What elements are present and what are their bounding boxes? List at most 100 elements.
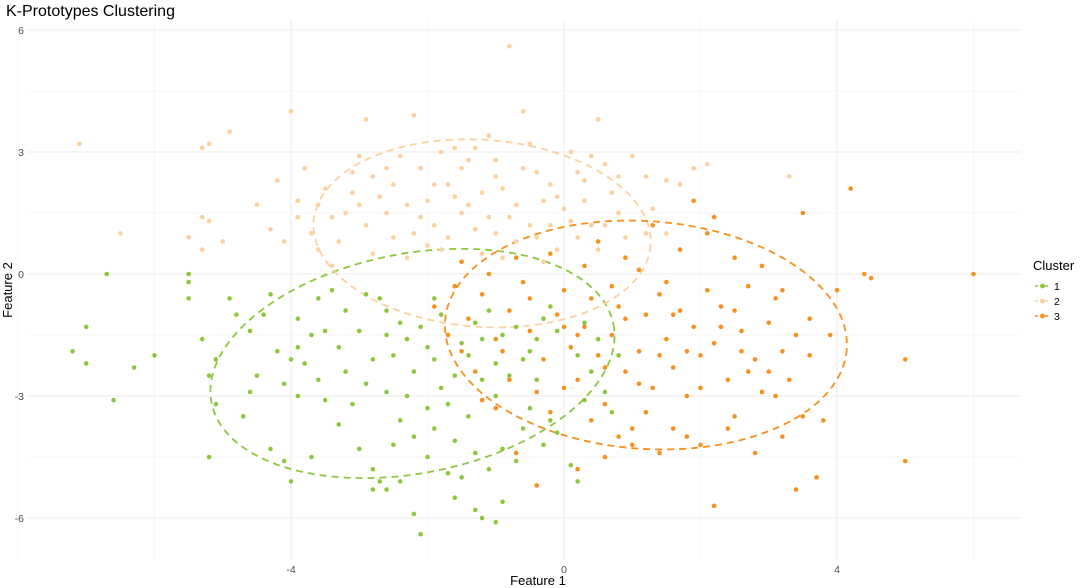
data-point-cluster-2 bbox=[363, 117, 369, 122]
data-point-cluster-2 bbox=[534, 235, 539, 240]
data-point-cluster-3 bbox=[773, 296, 778, 301]
data-point-cluster-3 bbox=[548, 409, 553, 415]
data-point-cluster-3 bbox=[643, 409, 649, 415]
data-point-cluster-2 bbox=[472, 145, 478, 151]
data-point-cluster-3 bbox=[534, 389, 539, 395]
y-tick-label: 6 bbox=[18, 25, 24, 37]
data-point-cluster-3 bbox=[780, 287, 785, 293]
data-point-cluster-3 bbox=[834, 287, 840, 293]
data-point-cluster-3 bbox=[800, 210, 806, 216]
data-point-cluster-3 bbox=[670, 426, 676, 431]
data-point-cluster-2 bbox=[199, 247, 205, 252]
data-point-cluster-1 bbox=[425, 344, 430, 350]
data-point-cluster-1 bbox=[268, 446, 273, 452]
data-point-cluster-2 bbox=[418, 214, 423, 220]
data-point-cluster-2 bbox=[295, 214, 301, 220]
data-point-cluster-3 bbox=[561, 385, 567, 391]
data-point-cluster-3 bbox=[739, 328, 744, 334]
data-point-cluster-1 bbox=[445, 401, 451, 407]
data-point-cluster-2 bbox=[595, 117, 601, 122]
data-point-cluster-3 bbox=[786, 377, 792, 383]
data-point-cluster-3 bbox=[752, 357, 758, 362]
data-point-cluster-1 bbox=[391, 442, 396, 448]
data-point-cluster-3 bbox=[868, 275, 874, 281]
data-point-cluster-1 bbox=[370, 357, 376, 362]
legend: Cluster 1 2 3 bbox=[1033, 258, 1075, 323]
data-point-cluster-3 bbox=[479, 397, 485, 403]
data-point-cluster-3 bbox=[711, 340, 717, 346]
data-point-cluster-3 bbox=[711, 503, 717, 509]
data-point-cluster-3 bbox=[657, 450, 662, 456]
data-point-cluster-1 bbox=[513, 324, 519, 330]
data-point-cluster-3 bbox=[507, 308, 512, 313]
data-point-cluster-3 bbox=[971, 271, 976, 277]
data-point-cluster-1 bbox=[377, 479, 383, 484]
ellipse-cluster-1 bbox=[209, 247, 616, 480]
data-point-cluster-2 bbox=[356, 202, 362, 208]
data-point-cluster-2 bbox=[466, 202, 471, 208]
data-point-cluster-3 bbox=[561, 287, 567, 293]
axis-ticks: -4 0 4 -6 -3 0 3 6 bbox=[15, 25, 840, 576]
data-point-cluster-1 bbox=[213, 357, 219, 362]
data-point-cluster-3 bbox=[780, 348, 785, 354]
data-point-cluster-2 bbox=[554, 247, 560, 252]
data-point-cluster-1 bbox=[356, 328, 362, 334]
data-point-cluster-1 bbox=[493, 361, 499, 366]
data-point-cluster-3 bbox=[807, 316, 812, 322]
data-point-cluster-1 bbox=[589, 369, 594, 374]
data-point-cluster-3 bbox=[793, 332, 799, 338]
data-point-cluster-2 bbox=[643, 174, 649, 179]
data-point-cluster-2 bbox=[445, 235, 451, 240]
data-point-cluster-3 bbox=[902, 357, 908, 362]
y-tick-label: -6 bbox=[15, 513, 24, 525]
x-tick-label: 4 bbox=[834, 564, 840, 576]
data-point-cluster-1 bbox=[609, 409, 615, 415]
data-point-cluster-2 bbox=[616, 174, 621, 179]
data-point-cluster-1 bbox=[384, 389, 389, 395]
data-point-cluster-3 bbox=[629, 426, 635, 431]
data-point-cluster-2 bbox=[500, 255, 505, 261]
legend-label: 2 bbox=[1054, 296, 1060, 308]
data-point-cluster-2 bbox=[561, 206, 567, 212]
data-point-cluster-2 bbox=[527, 141, 533, 147]
data-point-cluster-2 bbox=[575, 235, 580, 240]
data-point-cluster-3 bbox=[793, 487, 799, 492]
data-point-cluster-3 bbox=[902, 458, 908, 464]
data-point-cluster-3 bbox=[609, 283, 615, 289]
data-point-cluster-3 bbox=[773, 393, 778, 399]
data-point-cluster-3 bbox=[595, 239, 601, 244]
data-point-cluster-2 bbox=[118, 231, 123, 236]
data-point-cluster-1 bbox=[411, 511, 417, 517]
data-point-cluster-2 bbox=[568, 149, 574, 155]
data-point-cluster-1 bbox=[247, 328, 253, 334]
x-tick-label: 0 bbox=[561, 564, 567, 576]
data-point-cluster-3 bbox=[452, 283, 458, 289]
data-point-cluster-3 bbox=[629, 442, 635, 448]
data-point-cluster-1 bbox=[281, 381, 287, 387]
data-point-cluster-2 bbox=[343, 210, 348, 216]
data-point-cluster-2 bbox=[705, 161, 710, 167]
data-point-cluster-3 bbox=[739, 348, 744, 354]
data-point-cluster-2 bbox=[548, 182, 553, 187]
data-point-cluster-1 bbox=[438, 385, 444, 391]
data-point-cluster-3 bbox=[807, 353, 812, 358]
data-point-cluster-2 bbox=[500, 186, 505, 191]
data-point-cluster-2 bbox=[404, 202, 410, 208]
data-point-cluster-3 bbox=[759, 389, 765, 395]
data-point-cluster-1 bbox=[459, 475, 464, 480]
data-point-cluster-1 bbox=[438, 312, 444, 317]
data-point-cluster-1 bbox=[152, 353, 157, 358]
data-point-cluster-1 bbox=[425, 405, 430, 411]
data-point-cluster-3 bbox=[513, 255, 519, 261]
data-point-cluster-3 bbox=[705, 231, 710, 236]
data-point-cluster-1 bbox=[548, 418, 553, 423]
data-point-cluster-2 bbox=[507, 214, 512, 220]
legend-label: 1 bbox=[1054, 281, 1060, 293]
data-point-cluster-1 bbox=[295, 344, 301, 350]
data-point-cluster-2 bbox=[302, 165, 307, 171]
data-point-cluster-1 bbox=[83, 324, 89, 330]
data-point-cluster-2 bbox=[370, 174, 376, 179]
data-point-cluster-1 bbox=[288, 357, 294, 362]
data-point-cluster-2 bbox=[486, 133, 492, 139]
data-point-cluster-1 bbox=[350, 401, 355, 407]
